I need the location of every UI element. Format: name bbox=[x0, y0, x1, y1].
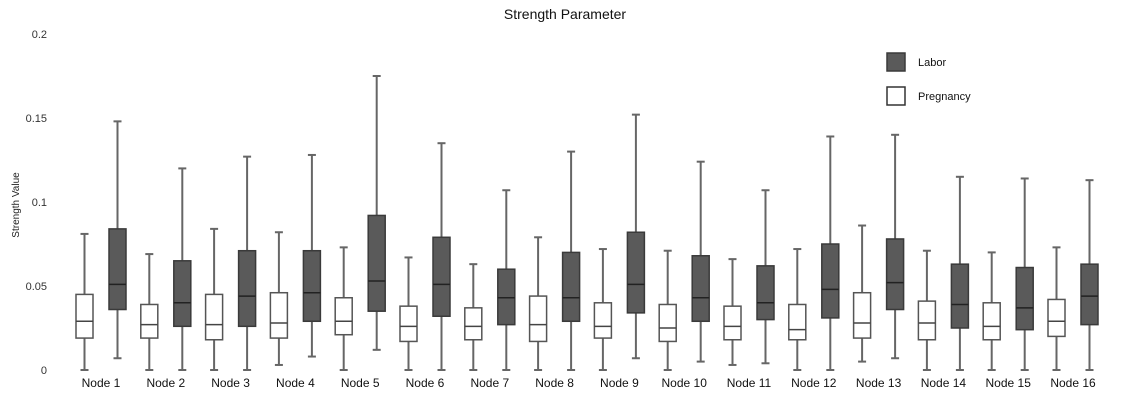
legend-swatch bbox=[886, 52, 906, 72]
x-tick-label: Node 10 bbox=[662, 376, 708, 390]
x-tick-label: Node 7 bbox=[470, 376, 509, 390]
pregnancy-box bbox=[788, 303, 807, 341]
node-group bbox=[593, 113, 646, 371]
node-group bbox=[140, 167, 192, 371]
x-tick-label: Node 3 bbox=[211, 376, 250, 390]
pregnancy-box bbox=[75, 293, 94, 339]
pregnancy-box bbox=[269, 291, 289, 339]
labor-box bbox=[1080, 263, 1099, 326]
pregnancy-box bbox=[399, 305, 418, 343]
x-tick-label: Node 4 bbox=[276, 376, 315, 390]
x-tick-label: Node 14 bbox=[921, 376, 967, 390]
pregnancy-box bbox=[917, 300, 937, 341]
pregnancy-box bbox=[982, 302, 1001, 341]
legend-label: Pregnancy bbox=[918, 91, 971, 103]
labor-box bbox=[173, 260, 192, 328]
y-axis-ticks: 0 0.05 0.1 0.15 0.2 bbox=[26, 29, 47, 377]
x-tick-label: Node 13 bbox=[856, 376, 902, 390]
labor-box bbox=[1015, 266, 1034, 331]
pregnancy-box bbox=[334, 297, 353, 336]
labor-box bbox=[108, 228, 127, 311]
y-axis-label: Strength Value bbox=[11, 172, 22, 238]
pregnancy-box bbox=[593, 302, 613, 339]
y-tick-label: 0.05 bbox=[26, 281, 47, 293]
node-group bbox=[658, 160, 710, 371]
node-group bbox=[528, 150, 581, 371]
node-group bbox=[75, 120, 127, 371]
node-group bbox=[788, 135, 840, 371]
x-tick-label: Node 5 bbox=[341, 376, 380, 390]
node-group bbox=[334, 75, 386, 371]
legend-label: Labor bbox=[918, 57, 946, 69]
x-tick-label: Node 11 bbox=[727, 376, 772, 390]
x-axis-labels: Node 1 Node 2 Node 3 Node 4 Node 5 Node 6 Node… bbox=[82, 376, 1096, 390]
y-tick-label: 0.2 bbox=[32, 29, 47, 41]
y-tick-label: 0.15 bbox=[26, 113, 47, 125]
labor-box bbox=[756, 265, 775, 321]
node-group bbox=[1047, 179, 1099, 371]
pregnancy-box bbox=[658, 303, 677, 343]
box-groups bbox=[75, 75, 1099, 371]
legend-swatch bbox=[886, 86, 906, 106]
labor-box bbox=[432, 236, 451, 317]
labor-box bbox=[626, 231, 646, 314]
labor-box bbox=[237, 249, 257, 328]
node-group bbox=[464, 189, 516, 371]
labor-box bbox=[950, 263, 970, 329]
node-group bbox=[917, 175, 970, 371]
pregnancy-box bbox=[528, 295, 548, 343]
pregnancy-box bbox=[852, 291, 872, 339]
pregnancy-box bbox=[723, 305, 742, 341]
labor-box bbox=[821, 243, 840, 319]
x-tick-label: Node 16 bbox=[1050, 376, 1096, 390]
x-tick-label: Node 15 bbox=[986, 376, 1032, 390]
labor-box bbox=[561, 251, 581, 323]
pregnancy-box bbox=[204, 293, 224, 341]
x-tick-label: Node 2 bbox=[146, 376, 185, 390]
chart-title: Strength Parameter bbox=[504, 6, 627, 22]
node-group bbox=[982, 177, 1034, 371]
pregnancy-box bbox=[464, 307, 483, 341]
node-group bbox=[852, 133, 905, 363]
node-group bbox=[723, 189, 775, 366]
y-tick-label: 0.1 bbox=[32, 197, 47, 209]
legend: Labor Pregnancy bbox=[886, 52, 971, 106]
x-tick-label: Node 1 bbox=[82, 376, 121, 390]
node-group bbox=[399, 142, 451, 371]
labor-box bbox=[885, 238, 905, 311]
x-tick-label: Node 9 bbox=[600, 376, 639, 390]
node-group bbox=[204, 155, 257, 371]
pregnancy-box bbox=[1047, 298, 1066, 338]
x-tick-label: Node 12 bbox=[791, 376, 837, 390]
labor-box bbox=[497, 268, 516, 326]
x-tick-label: Node 8 bbox=[535, 376, 574, 390]
pregnancy-box bbox=[140, 303, 159, 339]
y-tick-label: 0 bbox=[41, 365, 47, 377]
labor-box bbox=[691, 255, 710, 323]
labor-box bbox=[367, 214, 386, 312]
x-tick-label: Node 6 bbox=[406, 376, 445, 390]
labor-box bbox=[302, 249, 322, 323]
node-group bbox=[269, 153, 322, 366]
